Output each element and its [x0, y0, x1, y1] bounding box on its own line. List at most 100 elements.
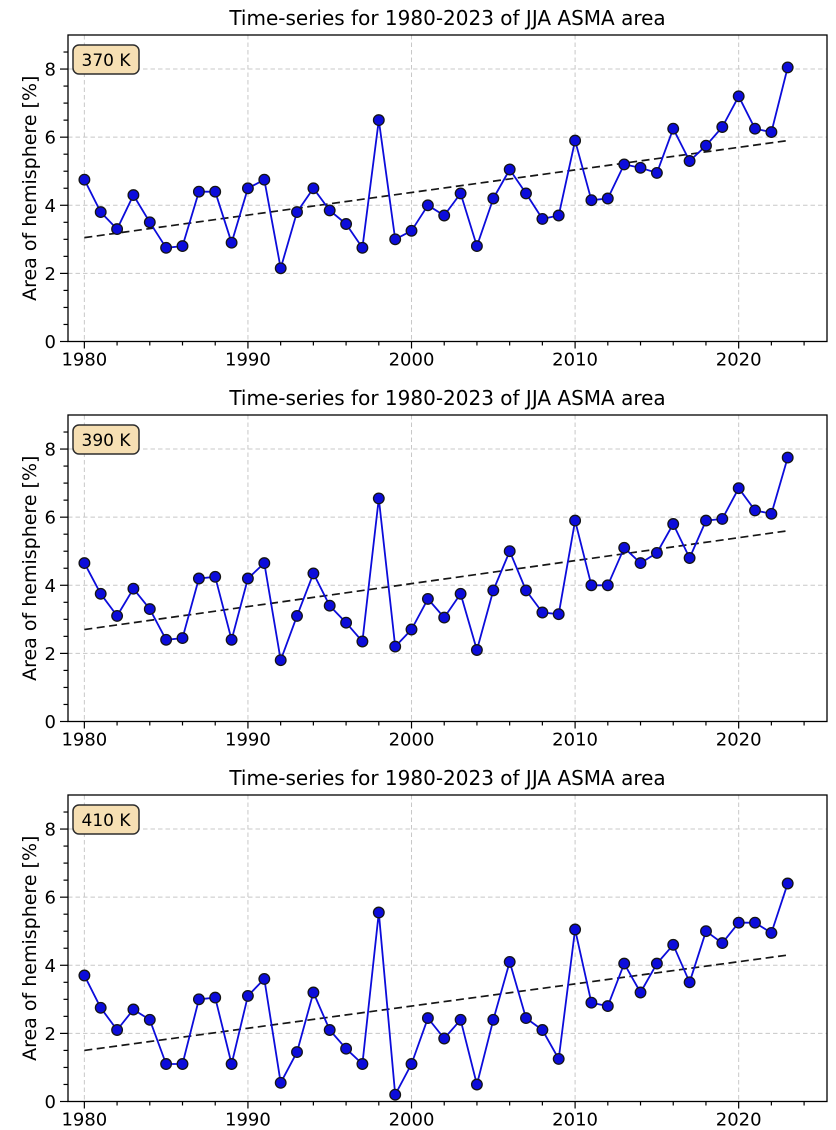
level-label-box — [72, 44, 140, 75]
data-point-1987 — [192, 185, 205, 198]
data-point-2004 — [470, 1078, 483, 1091]
data-point-2008 — [536, 1024, 549, 1036]
data-point-2020 — [732, 90, 745, 103]
data-point-2001 — [421, 1012, 434, 1025]
data-point-2008 — [536, 606, 549, 619]
x-tick-label: 2010 — [552, 1110, 598, 1130]
data-point-2002 — [438, 209, 451, 222]
data-point-1995 — [323, 1024, 336, 1036]
y-tick-label: 0 — [45, 332, 56, 353]
x-tick-label: 1980 — [61, 730, 107, 751]
x-tick-label: 1980 — [61, 350, 107, 371]
chart-title: Time-series for 1980-2023 of JJA ASMA ar… — [228, 386, 665, 410]
chart-title: Time-series for 1980-2023 of JJA ASMA ar… — [228, 6, 665, 30]
data-point-2002 — [438, 611, 451, 624]
data-point-2019 — [716, 512, 729, 525]
y-tick-label: 4 — [45, 956, 56, 977]
x-tick-label: 2000 — [389, 1110, 435, 1130]
y-axis-label: Area of hemisphere [%] — [19, 836, 41, 1061]
data-point-2005 — [487, 1013, 500, 1026]
data-point-1984 — [143, 1013, 156, 1026]
data-point-2009 — [552, 209, 565, 222]
data-point-2011 — [585, 579, 598, 592]
data-point-1980 — [78, 969, 91, 982]
data-point-2004 — [470, 240, 483, 253]
data-point-2016 — [667, 122, 680, 135]
data-point-2013 — [618, 158, 631, 171]
data-point-1999 — [389, 233, 402, 246]
data-point-1985 — [160, 633, 173, 646]
ticks — [60, 811, 805, 1109]
data-point-2006 — [503, 955, 516, 968]
data-series-line — [83, 67, 789, 270]
y-tick-label: 0 — [45, 712, 56, 733]
trend-line — [84, 139, 788, 239]
y-tick-label: 2 — [45, 264, 56, 285]
x-tick-label: 2000 — [389, 350, 435, 371]
data-point-2006 — [503, 163, 516, 176]
data-point-1981 — [94, 206, 107, 219]
trend-line — [84, 954, 788, 1052]
data-point-2005 — [487, 192, 500, 205]
data-point-1986 — [176, 240, 189, 253]
data-point-2012 — [601, 192, 614, 205]
y-tick-label: 4 — [45, 576, 56, 597]
data-point-1993 — [291, 609, 303, 622]
y-axis-label: Area of hemisphere [%] — [19, 76, 41, 301]
data-point-1998 — [372, 492, 385, 505]
data-point-1994 — [307, 567, 320, 580]
data-point-2010 — [569, 134, 582, 147]
data-point-2016 — [667, 518, 680, 530]
data-point-2000 — [405, 623, 418, 636]
data-point-2018 — [700, 925, 712, 938]
data-point-1989 — [225, 633, 238, 646]
data-point-2020 — [732, 916, 745, 929]
data-point-1993 — [291, 1046, 303, 1059]
y-tick-label: 2 — [45, 644, 56, 665]
data-point-1985 — [160, 1058, 173, 1070]
data-point-2018 — [700, 514, 712, 527]
y-tick-label: 6 — [45, 128, 56, 149]
data-point-1981 — [94, 1001, 107, 1014]
data-point-2009 — [552, 608, 565, 621]
trend-line — [84, 529, 788, 631]
data-point-2006 — [503, 545, 516, 558]
data-point-1991 — [258, 557, 271, 570]
data-point-2007 — [520, 1012, 532, 1025]
level-label: 390 K — [82, 431, 132, 451]
data-point-1996 — [340, 218, 353, 230]
data-point-1997 — [356, 241, 369, 254]
data-point-2022 — [765, 507, 778, 520]
data-point-1997 — [356, 635, 369, 648]
y-tick-label: 8 — [45, 60, 56, 81]
data-point-2019 — [716, 937, 729, 950]
data-point-2023 — [781, 877, 794, 890]
data-point-1986 — [176, 1058, 189, 1070]
data-point-1981 — [94, 587, 107, 600]
chart-panel-410-k: 1980 1990 2000 2010 2020 0 2 4 6 8 Time-series for… — [19, 766, 828, 1130]
x-tick-label: 1980 — [61, 1110, 107, 1130]
data-point-1983 — [127, 582, 140, 595]
data-point-2023 — [781, 451, 794, 464]
data-point-2017 — [683, 155, 696, 167]
data-point-2010 — [569, 923, 582, 936]
x-tick-label: 2010 — [552, 730, 598, 751]
chart-panel-370-k: 1980 1990 2000 2010 2020 0 2 4 6 8 Time-series for… — [19, 6, 828, 371]
data-point-2003 — [454, 1013, 467, 1026]
data-point-1988 — [209, 570, 222, 583]
data-point-2009 — [552, 1052, 565, 1065]
data-point-1984 — [143, 216, 156, 229]
data-point-1997 — [356, 1058, 369, 1070]
data-point-2001 — [421, 199, 434, 212]
x-tick-label: 2000 — [389, 730, 435, 751]
x-tick-label: 2020 — [716, 350, 762, 371]
data-point-2013 — [618, 541, 631, 554]
data-point-1987 — [192, 572, 205, 585]
data-point-1999 — [389, 1088, 402, 1101]
data-point-1992 — [274, 262, 287, 275]
chart-title: Time-series for 1980-2023 of JJA ASMA ar… — [228, 766, 665, 790]
data-point-1980 — [78, 173, 91, 186]
y-tick-label: 0 — [45, 1092, 56, 1113]
y-tick-label: 8 — [45, 440, 56, 461]
